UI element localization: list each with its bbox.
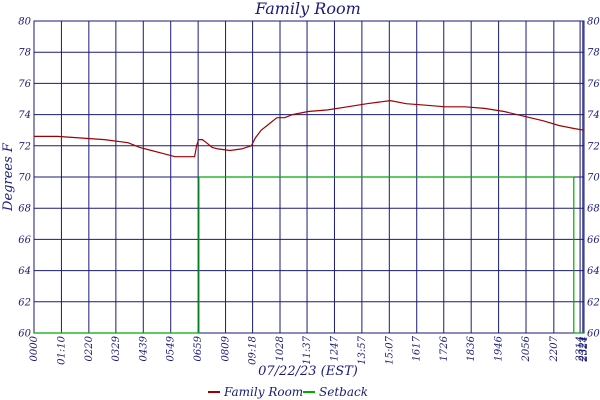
x-tick-label: 1836: [466, 335, 477, 361]
x-tick-label: 0659: [193, 335, 204, 361]
legend: Family Room Setback: [208, 385, 368, 399]
y-tick-label-right: 66: [587, 235, 600, 246]
y-tick-label: 70: [18, 173, 31, 184]
y-tick-label: 74: [18, 110, 31, 121]
y-tick-label: 78: [18, 48, 31, 59]
series-line-family-room: [34, 99, 585, 158]
x-tick-label: 0549: [166, 335, 177, 361]
legend-label-family-room: Family Room: [223, 385, 303, 399]
x-tick-label: 2314: [575, 336, 586, 362]
x-tick-label: 1726: [439, 335, 450, 361]
x-tick-label: 09:18: [248, 336, 259, 365]
x-tick-label: 2207: [549, 335, 560, 362]
x-tick-label: 15:07: [384, 335, 395, 364]
y-tick-label-right: 62: [587, 297, 600, 308]
y-tick-label: 60: [18, 329, 31, 340]
x-axis-label: 07/22/23 (EST): [258, 364, 358, 379]
y-tick-label-right: 64: [587, 266, 600, 277]
y-ticks-left: 60 62 64 66 68 70 72 74 76 78 80: [18, 17, 31, 340]
x-tick-label: 1247: [329, 335, 340, 361]
y-axis-label: Degrees F: [1, 142, 16, 212]
x-tick-label: 1946: [494, 335, 505, 361]
x-tick-label: 0439: [138, 335, 149, 361]
x-tick-label: 11:37: [302, 335, 313, 364]
x-tick-label: 0220: [84, 335, 95, 361]
y-tick-label: 66: [18, 235, 31, 246]
y-tick-label-right: 80: [587, 17, 600, 28]
chart-title: Family Room: [254, 0, 361, 18]
y-tick-label: 72: [18, 141, 31, 152]
x-tick-label: 13:57: [357, 335, 368, 364]
y-tick-label: 80: [18, 17, 31, 28]
y-tick-label-right: 76: [587, 79, 600, 90]
y-tick-label-right: 60: [587, 329, 600, 340]
legend-label-setback: Setback: [319, 385, 368, 399]
y-tick-label-right: 74: [587, 110, 600, 121]
x-tick-label: 2324: [579, 336, 590, 362]
y-tick-label-right: 72: [587, 141, 600, 152]
x-tick-label: 0809: [221, 335, 232, 361]
x-tick-label: 1028: [275, 336, 286, 361]
series-line-setback: [34, 176, 584, 334]
y-tick-label-right: 70: [587, 173, 600, 184]
x-tick-label: 1617: [412, 335, 423, 361]
x-tick-label: 2321: [578, 336, 589, 362]
y-tick-label: 68: [18, 204, 31, 215]
x-tick-label: 0000: [29, 335, 40, 361]
y-tick-label-right: 68: [587, 204, 600, 215]
series-layer: [34, 99, 585, 334]
x-tick-label: 2056: [521, 335, 532, 362]
y-tick-label: 62: [18, 297, 31, 308]
x-ticks: 0000 01:10 0220 0329 0439 0549 0659 0809 09:18 10…: [29, 335, 590, 364]
x-tick-label: 01:10: [56, 335, 67, 364]
x-tick-label: 0329: [111, 335, 122, 361]
y-tick-label: 64: [18, 266, 31, 277]
y-ticks-right: 60 62 64 66 68 70 72 74 76 78 80: [587, 17, 600, 340]
y-tick-label: 76: [18, 79, 31, 90]
y-tick-label-right: 78: [587, 48, 600, 59]
